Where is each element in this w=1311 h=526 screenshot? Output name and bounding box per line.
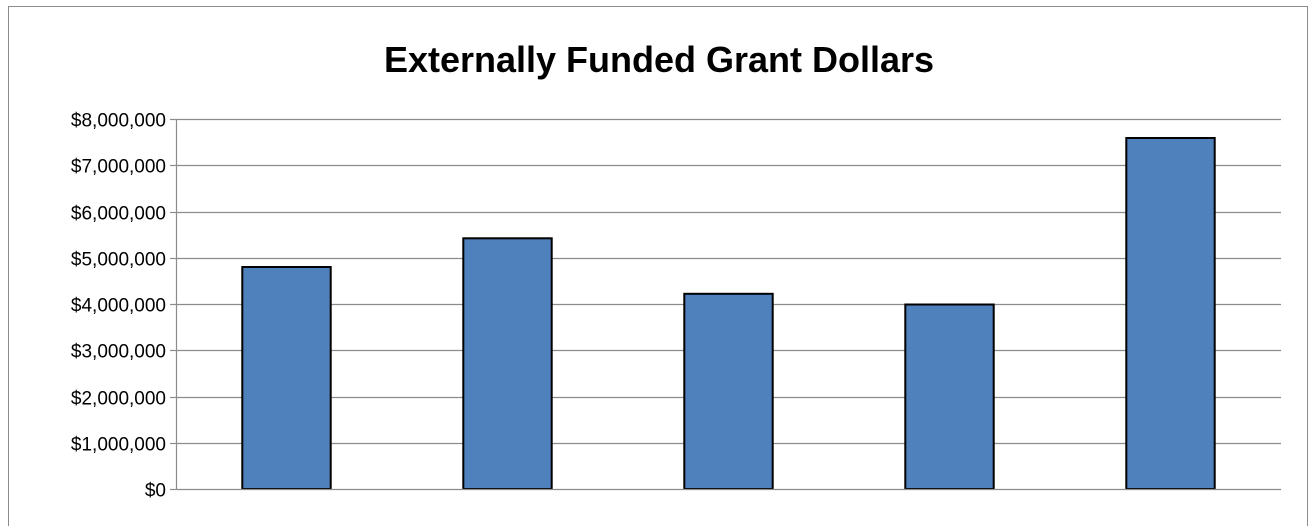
- bar: [683, 292, 774, 490]
- bars: [241, 137, 1216, 490]
- y-axis-tick-label: $7,000,000: [71, 157, 166, 178]
- y-axis-tick-label: $5,000,000: [71, 250, 166, 271]
- y-axis-tick-label: $6,000,000: [71, 204, 166, 225]
- y-axis-tick-labels: $0 $1,000,000 $2,000,000 $3,000,000 $4,000,0…: [71, 111, 166, 502]
- axes: [170, 118, 1281, 491]
- bar: [904, 303, 995, 490]
- bar: [1125, 137, 1216, 490]
- y-axis-tick-label: $4,000,000: [71, 296, 166, 317]
- chart-title: Externally Funded Grant Dollars: [384, 39, 934, 80]
- chart-frame: [8, 6, 1308, 526]
- y-axis-tick-label: $0: [145, 481, 166, 502]
- y-axis-tick-label: $2,000,000: [71, 389, 166, 410]
- bar: [462, 237, 553, 490]
- bar: [241, 266, 332, 490]
- y-axis-tick-label: $1,000,000: [71, 435, 166, 456]
- y-axis-tick-label: $3,000,000: [71, 342, 166, 363]
- y-axis-tick-label: $8,000,000: [71, 111, 166, 132]
